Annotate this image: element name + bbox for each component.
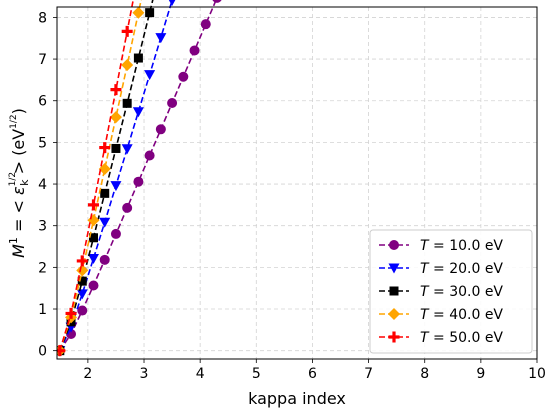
data-point [132,6,145,19]
data-point [110,181,122,192]
legend-item-10-ev: T = 10.0 eV [379,238,503,254]
data-point [122,98,132,108]
data-point [76,289,88,300]
legend-item-50-ev: T = 50.0 eV [379,330,503,346]
x-tick-label: 7 [364,366,373,382]
y-tick-label: 3 [38,219,47,235]
series-10-ev [57,0,222,356]
data-point [212,0,222,3]
y-tick-label: 0 [38,344,47,360]
x-axis-label: kappa index [248,389,346,408]
y-tick-label: 5 [38,135,47,151]
y-tick-label: 6 [38,94,47,110]
data-point [77,305,88,316]
legend-item-30-ev: T = 30.0 eV [379,284,503,300]
data-point [168,0,176,6]
data-point [121,144,133,155]
x-tick-label: 2 [83,366,92,382]
legend-label: T = 20.0 eV [420,261,503,277]
data-point [99,217,111,228]
data-point [88,280,99,291]
data-point [133,176,144,187]
plot-area [57,0,222,357]
data-point [121,25,133,37]
data-point [77,276,87,286]
data-point [389,240,399,250]
x-tick-label: 9 [476,366,485,382]
legend-label: T = 50.0 eV [420,330,503,346]
y-axis-label-text: M1 = < ε1/2k > (eV1/2) [7,108,31,258]
x-tick-label: 10 [528,366,546,382]
y-tick-label: 4 [38,177,47,193]
y-tick-label: 1 [38,302,47,318]
data-point [189,45,200,56]
data-point [57,345,66,357]
data-point [99,142,111,154]
data-point [145,8,155,18]
y-tick-label: 7 [38,52,47,68]
data-point [76,255,88,267]
y-tick-label: 8 [38,10,47,26]
series-50-ev [57,0,135,357]
data-point [111,143,121,153]
data-point [144,70,156,81]
data-point [100,188,110,198]
data-point [155,124,166,135]
data-point [87,199,99,211]
data-point [76,264,89,277]
data-point [200,19,211,30]
data-point [122,202,133,213]
data-point [389,286,399,296]
data-point [110,84,122,96]
legend-item-40-ev: T = 40.0 eV [379,307,503,323]
data-point [155,33,167,44]
x-tick-label: 5 [252,366,261,382]
data-point [167,98,178,109]
data-point [133,53,143,63]
legend-box [369,229,533,354]
y-axis-label: M1 = < ε1/2k > (eV1/2) [7,108,31,258]
x-tick-label: 4 [196,366,205,382]
ticks: 2 3 4 5 6 7 8 9 10 0 1 2 3 4 5 6 7 8 [38,10,546,382]
x-tick-label: 6 [308,366,317,382]
data-point [88,233,98,243]
data-point [388,263,400,274]
x-tick-label: 3 [140,366,149,382]
axes-frame [56,6,538,360]
data-point [132,107,144,118]
data-point [121,59,134,72]
data-point [110,228,121,239]
data-point [98,163,111,176]
data-point [144,150,155,161]
data-point [65,307,77,319]
data-point [99,254,110,265]
legend-label: T = 10.0 eV [420,238,503,254]
legend: T = 10.0 eV T = 20.0 eV T = 30.0 eV T = 40.… [369,229,533,354]
data-point [388,331,400,343]
legend-item-20-ev: T = 20.0 eV [379,261,503,277]
legend-label: T = 30.0 eV [420,284,503,300]
x-tick-label: 8 [420,366,429,382]
legend-label: T = 40.0 eV [420,307,503,323]
data-point [87,253,99,264]
data-point [109,111,122,124]
data-point [178,71,189,82]
data-point [388,308,400,320]
y-tick-label: 2 [38,260,47,276]
